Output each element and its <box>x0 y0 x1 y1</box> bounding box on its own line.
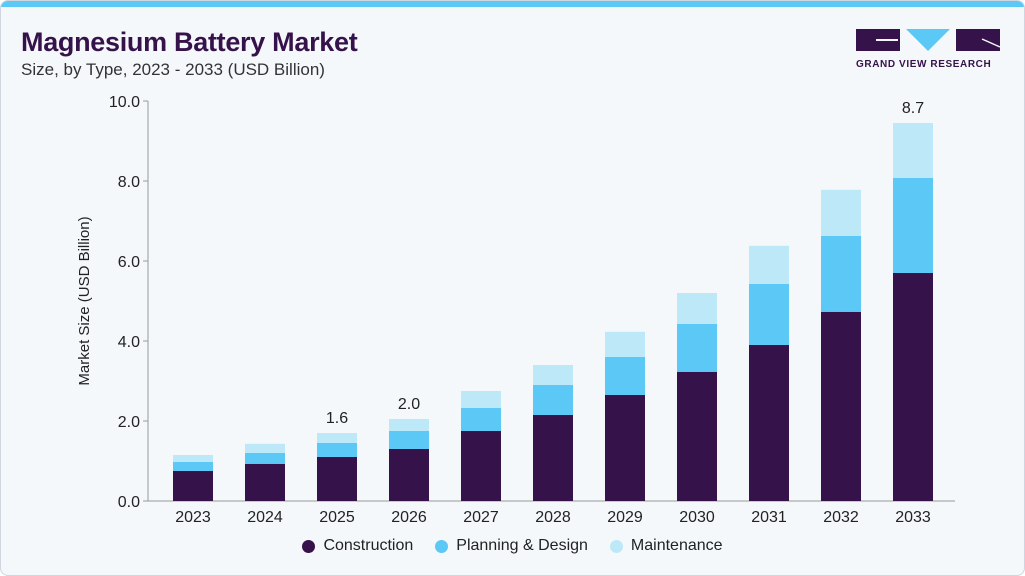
bar-construction-2033 <box>893 273 933 501</box>
bar-construction-2028 <box>533 415 573 501</box>
bar-planning-design-2026 <box>389 431 429 449</box>
bar-construction-2032 <box>821 311 861 501</box>
y-tick-label: 8.0 <box>118 174 140 191</box>
bar-planning-design-2028 <box>533 385 573 415</box>
bar-maintenance-2033 <box>893 123 933 178</box>
bar-planning-design-2027 <box>461 407 501 431</box>
bar-maintenance-2024 <box>245 443 285 453</box>
x-tick-label: 2025 <box>319 509 355 526</box>
x-tick-label: 2030 <box>679 509 715 526</box>
bar-maintenance-2023 <box>173 455 213 462</box>
y-tick-label: 10.0 <box>109 94 140 111</box>
bar-planning-design-2031 <box>749 283 789 345</box>
grand-view-research-logo <box>856 29 1001 51</box>
bar-planning-design-2032 <box>821 235 861 312</box>
y-tick-label: 4.0 <box>118 334 140 351</box>
bar-construction-2023 <box>173 471 213 501</box>
bar-maintenance-2029 <box>605 331 645 357</box>
bar-construction-2029 <box>605 395 645 501</box>
bar-maintenance-2026 <box>389 419 429 431</box>
y-tick-label: 6.0 <box>118 254 140 271</box>
y-tick-label: 0.0 <box>118 494 140 511</box>
bar-planning-design-2033 <box>893 177 933 273</box>
legend-dot-icon <box>302 539 316 553</box>
x-tick-label: 2028 <box>535 509 571 526</box>
legend-label: Maintenance <box>630 537 723 554</box>
legend: Construction Planning & Design Maintenance <box>0 537 1025 555</box>
legend-dot-icon <box>609 539 623 553</box>
x-tick-label: 2023 <box>175 509 211 526</box>
accent-bar <box>1 1 1024 7</box>
bar-planning-design-2029 <box>605 357 645 395</box>
legend-dot-icon <box>435 539 449 553</box>
x-tick-label: 2024 <box>247 509 283 526</box>
logo-text: GRAND VIEW RESEARCH <box>856 59 992 70</box>
bar-construction-2027 <box>461 431 501 501</box>
bar-planning-design-2023 <box>173 461 213 471</box>
bar-maintenance-2032 <box>821 189 861 236</box>
bar-planning-design-2024 <box>245 453 285 464</box>
bar-construction-2024 <box>245 463 285 501</box>
x-tick-label: 2026 <box>391 509 427 526</box>
bar-maintenance-2028 <box>533 365 573 385</box>
bar-maintenance-2027 <box>461 391 501 408</box>
bar-planning-design-2025 <box>317 443 357 457</box>
bar-construction-2025 <box>317 457 357 501</box>
bar-maintenance-2025 <box>317 433 357 443</box>
data-label: 8.7 <box>902 100 924 117</box>
legend-label: Planning & Design <box>456 537 588 554</box>
legend-label: Construction <box>323 537 414 554</box>
legend-item: Construction <box>302 537 413 555</box>
x-tick-label: 2029 <box>607 509 643 526</box>
x-tick-label: 2031 <box>751 509 787 526</box>
bar-planning-design-2030 <box>677 323 717 372</box>
bar-maintenance-2030 <box>677 293 717 324</box>
bar-maintenance-2031 <box>749 245 789 284</box>
data-label: 1.6 <box>326 410 348 427</box>
bar-construction-2031 <box>749 345 789 501</box>
y-tick-label: 2.0 <box>118 414 140 431</box>
legend-item: Planning & Design <box>435 537 588 555</box>
bar-construction-2030 <box>677 371 717 501</box>
x-tick-label: 2027 <box>463 509 499 526</box>
y-axis-label: Market Size (USD Billion) <box>76 216 93 385</box>
x-tick-label: 2032 <box>823 509 859 526</box>
legend-item: Maintenance <box>609 537 723 555</box>
chart-title: Magnesium Battery Market <box>21 27 358 57</box>
x-tick-label: 2033 <box>895 509 931 526</box>
bar-construction-2026 <box>389 449 429 501</box>
chart-subtitle: Size, by Type, 2023 - 2033 (USD Billion) <box>21 60 325 79</box>
data-label: 2.0 <box>398 396 420 413</box>
